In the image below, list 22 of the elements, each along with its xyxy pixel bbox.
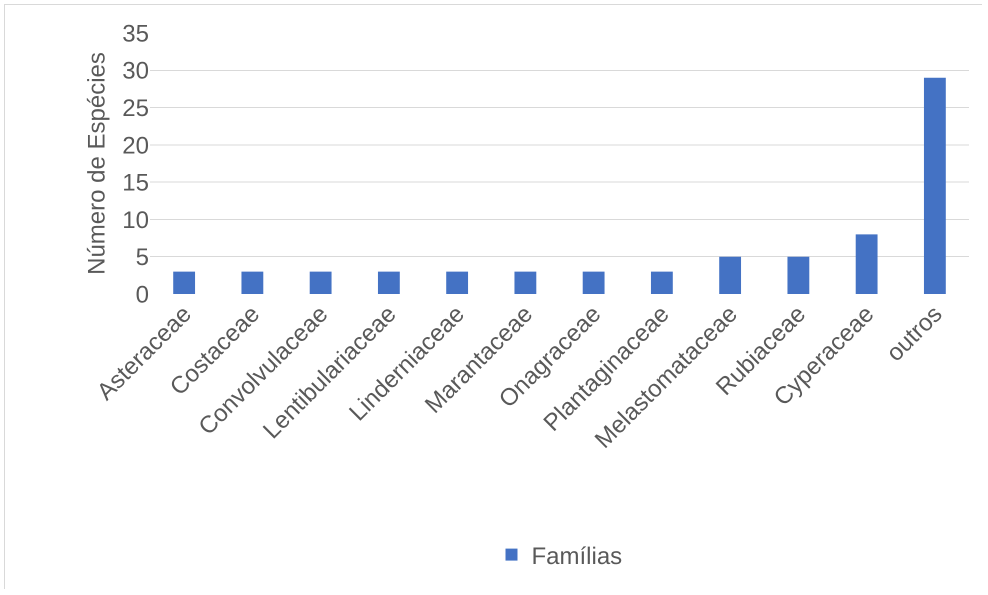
y-tick-label: 20 <box>122 132 149 160</box>
y-axis-title: Número de Espécies <box>83 52 110 275</box>
y-tick-label: 10 <box>122 206 149 234</box>
bar <box>310 272 332 294</box>
y-tick-label: 0 <box>136 281 149 308</box>
y-tick-label: 35 <box>122 20 149 48</box>
bar <box>446 272 468 294</box>
bar <box>719 256 742 294</box>
y-tick-label: 25 <box>122 94 149 122</box>
bar <box>924 78 946 294</box>
bar <box>856 234 878 294</box>
bar <box>582 272 605 294</box>
y-tick-label: 15 <box>122 170 149 197</box>
y-tick-label: 5 <box>136 244 149 272</box>
bar <box>173 272 196 294</box>
y-tick-label: 30 <box>122 58 149 85</box>
bar <box>787 256 810 294</box>
bar <box>650 272 673 294</box>
bar <box>241 272 264 294</box>
legend-label: Famílias <box>532 542 622 570</box>
bar <box>378 272 400 294</box>
bar <box>514 272 536 294</box>
